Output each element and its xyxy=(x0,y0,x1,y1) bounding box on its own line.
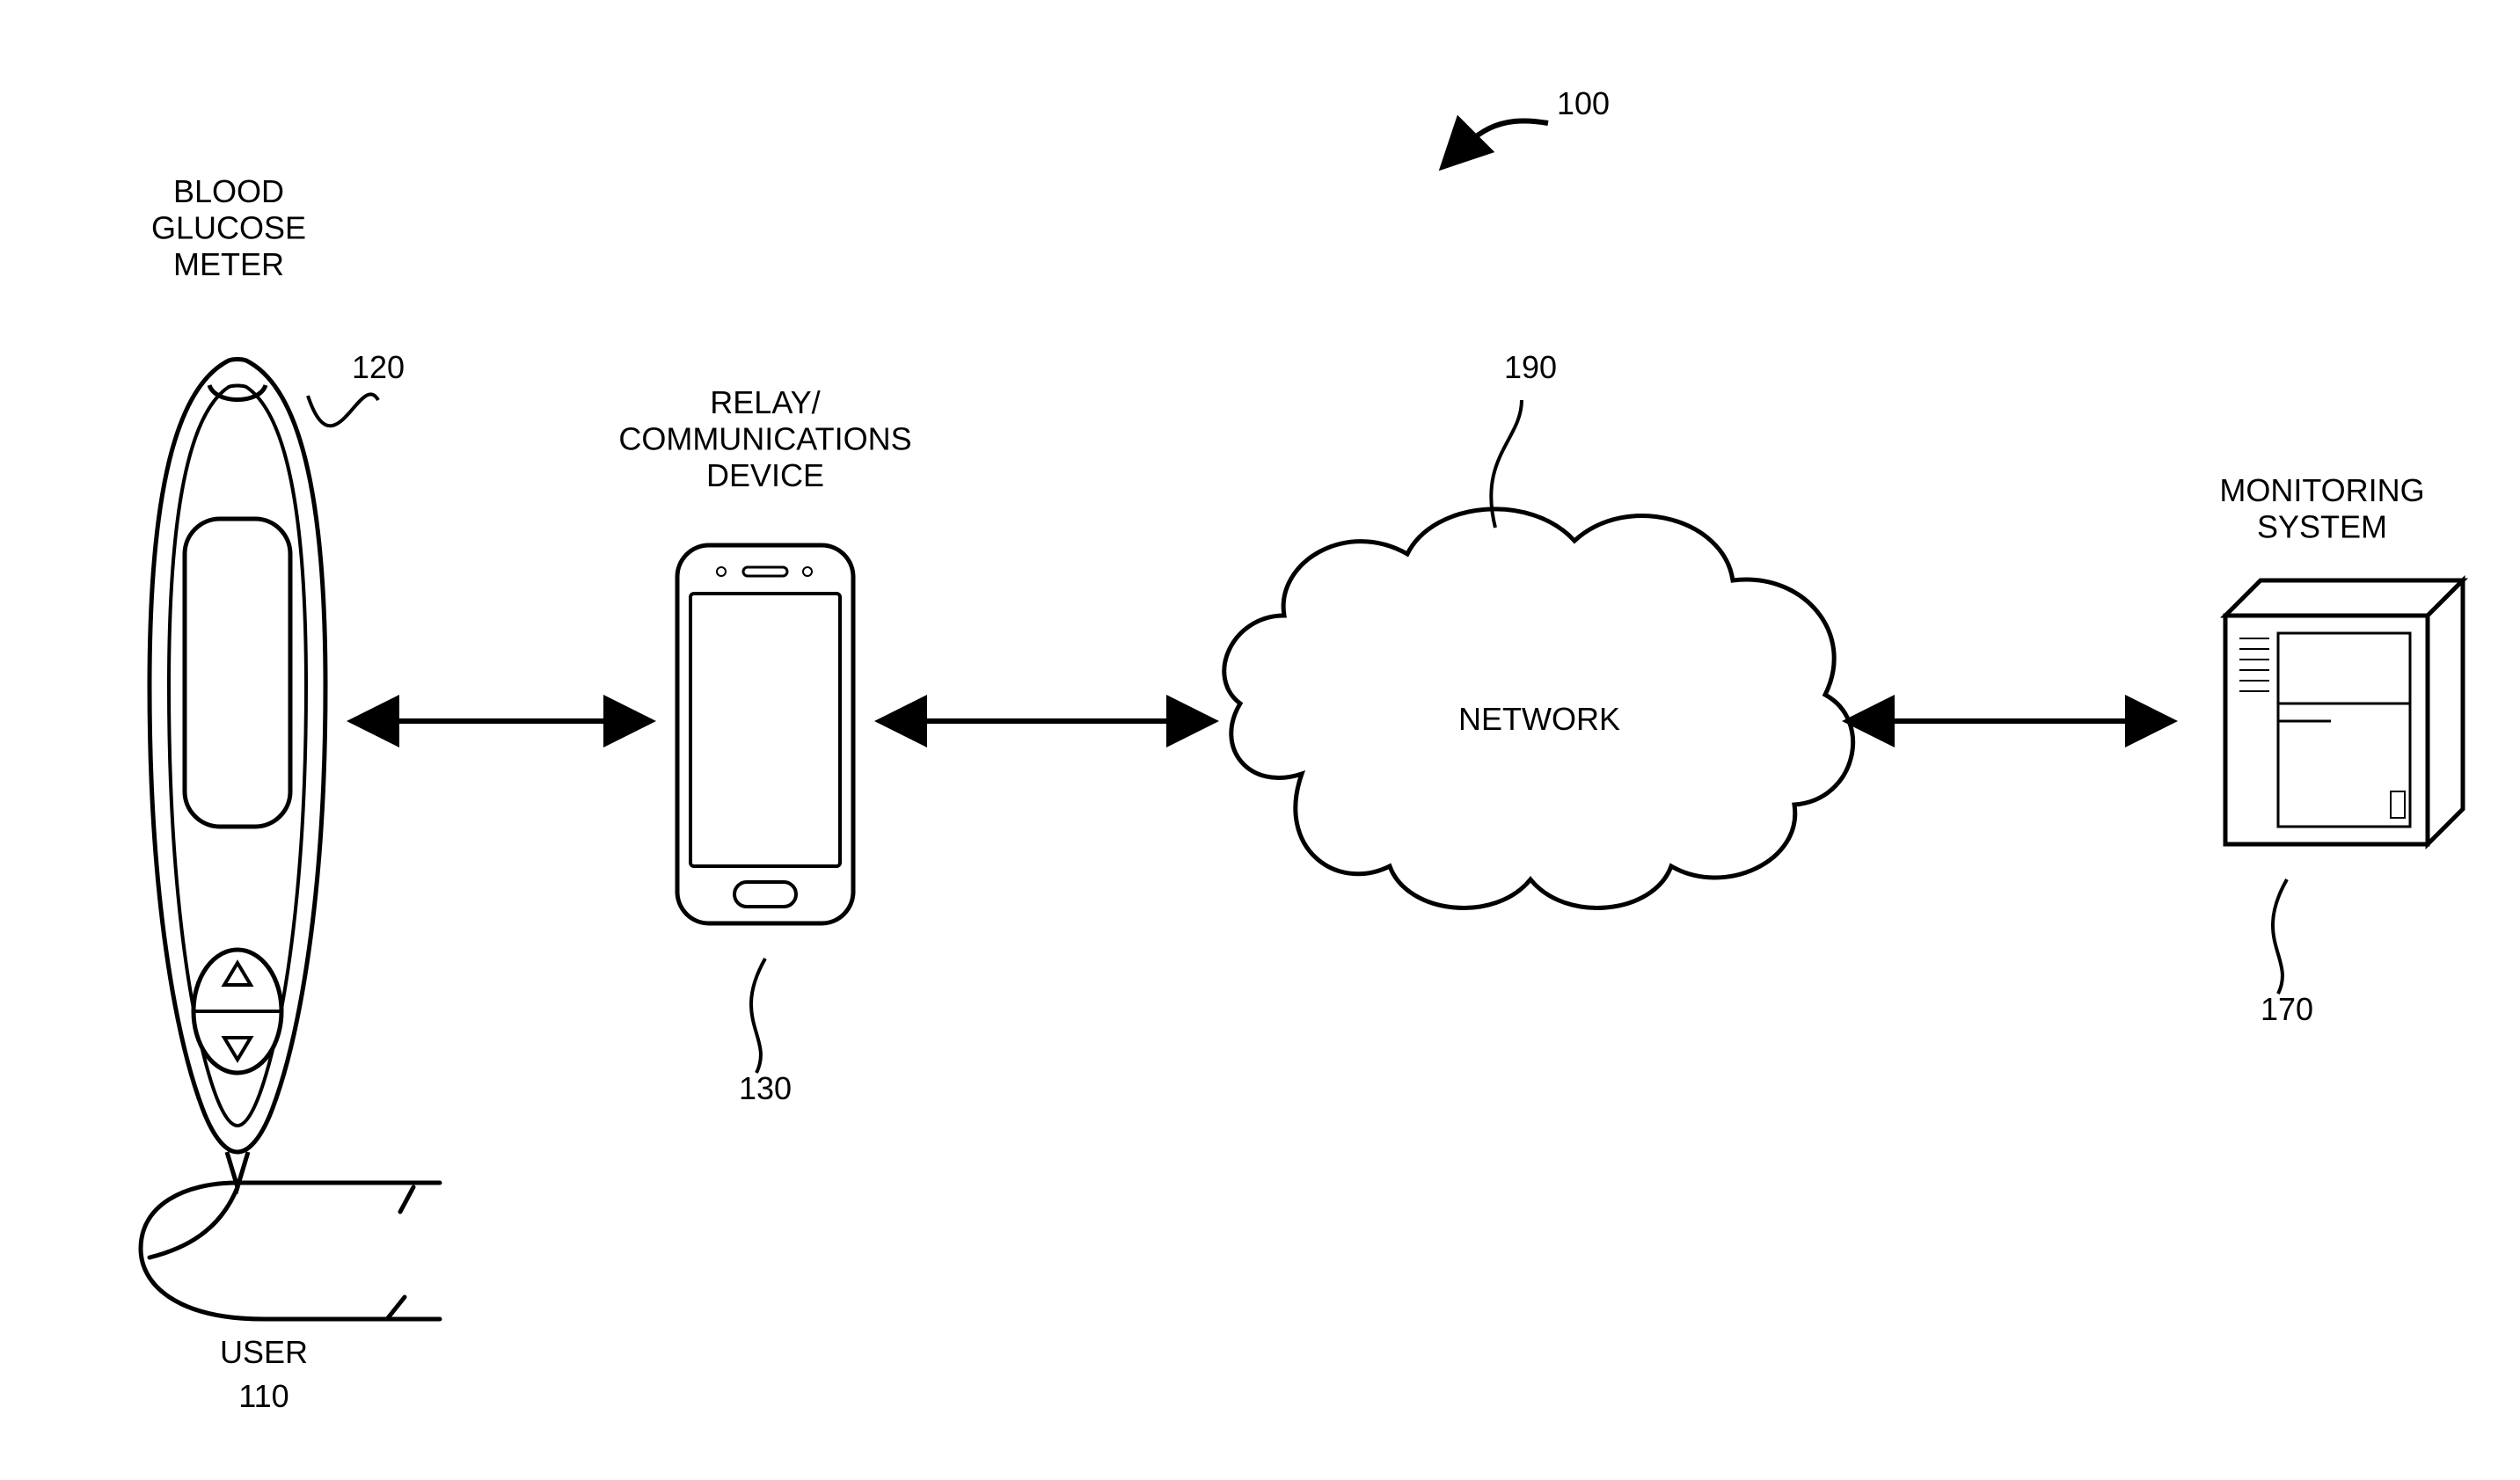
svg-text:GLUCOSE: GLUCOSE xyxy=(151,209,306,245)
svg-text:METER: METER xyxy=(173,246,284,282)
svg-text:MONITORING: MONITORING xyxy=(2219,472,2424,508)
network-ref: 190 xyxy=(1504,349,1557,385)
svg-text:DEVICE: DEVICE xyxy=(706,457,824,493)
svg-text:BLOOD: BLOOD xyxy=(173,173,284,209)
smartphone-icon xyxy=(677,545,853,923)
user-ref: 110 xyxy=(238,1378,289,1414)
meter-ref: 120 xyxy=(352,349,405,385)
server-icon xyxy=(2225,580,2463,844)
svg-text:NETWORK: NETWORK xyxy=(1458,701,1620,737)
figure-ref: 100 xyxy=(1557,85,1610,121)
svg-text:RELAY/: RELAY/ xyxy=(710,384,820,420)
svg-text:USER: USER xyxy=(220,1334,308,1370)
svg-text:SYSTEM: SYSTEM xyxy=(2257,508,2387,544)
relay-ref: 130 xyxy=(739,1070,792,1106)
system-ref: 170 xyxy=(2261,991,2313,1027)
svg-text:COMMUNICATIONS: COMMUNICATIONS xyxy=(618,420,911,456)
